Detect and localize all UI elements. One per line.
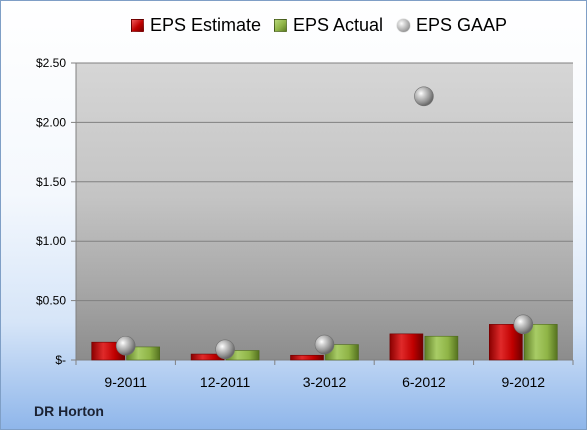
bar-eps-actual xyxy=(424,335,459,361)
y-tick-label: $1.50 xyxy=(36,175,66,189)
marker-eps-gaap xyxy=(513,314,534,335)
y-tick-label: $- xyxy=(55,353,66,367)
legend-swatch-actual xyxy=(274,19,287,32)
y-tick-label: $0.50 xyxy=(36,294,66,308)
marker-eps-gaap xyxy=(215,339,235,360)
brand-label: DR Horton xyxy=(34,403,104,419)
y-tick-label: $1.00 xyxy=(36,234,66,248)
legend-swatch-gaap xyxy=(397,19,410,32)
marker-eps-gaap xyxy=(115,335,136,356)
x-category-label: 12-2011 xyxy=(200,374,251,390)
bar-eps-estimate xyxy=(290,354,324,361)
x-category-label: 9-2012 xyxy=(502,374,546,390)
legend-label-estimate: EPS Estimate xyxy=(150,15,262,35)
legend-swatch-estimate xyxy=(131,19,144,32)
marker-eps-gaap xyxy=(314,334,335,355)
x-category-label: 3-2012 xyxy=(303,374,347,390)
legend-item-estimate: EPS Estimate xyxy=(131,15,261,36)
legend-label-actual: EPS Actual xyxy=(293,15,384,35)
legend-label-gaap: EPS GAAP xyxy=(416,15,508,35)
bar-eps-estimate xyxy=(389,333,424,361)
legend-item-actual: EPS Actual xyxy=(274,15,383,36)
legend-item-gaap: EPS GAAP xyxy=(397,15,507,36)
marker-eps-gaap xyxy=(414,86,434,107)
legend: EPS Estimate EPS Actual EPS GAAP xyxy=(1,15,586,41)
y-tick-label: $2.50 xyxy=(36,56,66,70)
y-tick-label: $2.00 xyxy=(36,115,66,129)
x-category-label: 9-2011 xyxy=(104,374,147,390)
x-category-label: 6-2012 xyxy=(402,374,446,390)
plot-area xyxy=(76,63,573,360)
